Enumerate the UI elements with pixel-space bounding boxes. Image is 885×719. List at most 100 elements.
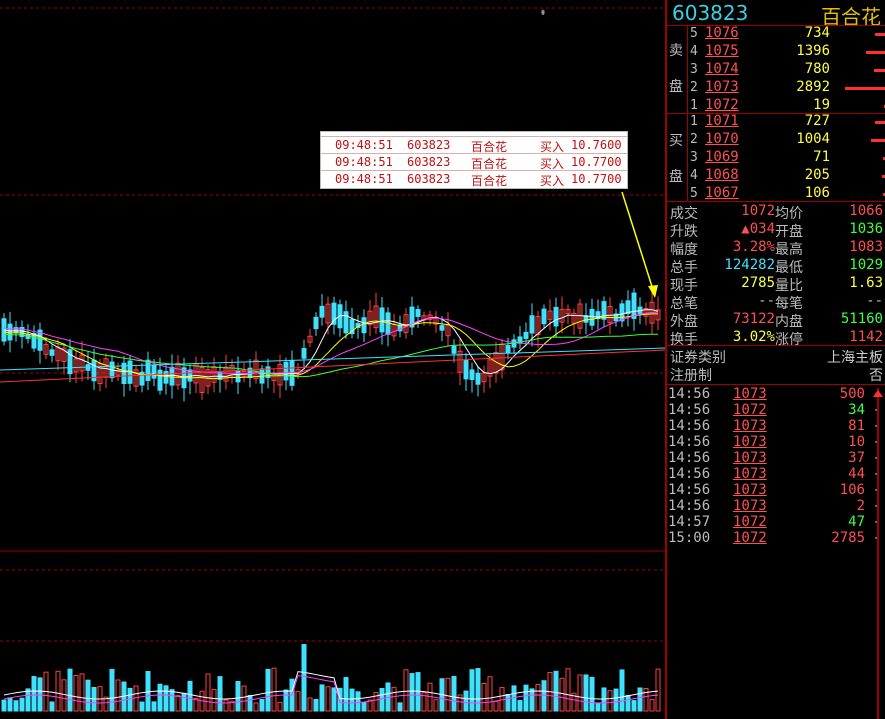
volume-bar [415,672,421,712]
quote-row: 升跌 ▲034 开盘 1036 [667,221,885,240]
level-index: 4 [690,44,698,59]
candle-body [133,369,139,387]
volume-bar [589,676,595,712]
quote-label: 最高 [775,242,803,258]
volume-bar [1,699,7,712]
tick-price: 1072 [733,530,767,546]
volume-bar [475,668,481,712]
divider [687,114,688,201]
buy-level-row[interactable]: 2 1070 1004 [667,131,885,149]
level-volume: 106 [804,185,830,201]
level-price[interactable]: 1076 [705,25,739,41]
level-index: 5 [690,26,698,41]
annotation-arrow [621,191,656,297]
volume-bar [271,667,277,712]
volume-bar [565,668,571,712]
tick-volume: 37 [848,450,865,466]
trade-code: 603823 [407,138,451,152]
level-volume: 1396 [796,43,830,59]
level-price[interactable]: 1073 [705,79,739,95]
level-index: 2 [690,80,698,95]
volume-bar [559,677,565,712]
volume-bar [301,644,307,712]
candle-body [265,366,271,379]
candle-body [349,319,355,335]
level-price[interactable]: 1075 [705,43,739,59]
level-volume: 727 [804,113,830,129]
trade-record-row[interactable]: 09:48:51 603823 百合花 买入 10.7700 [321,153,627,171]
sell-level-row[interactable]: 1 1072 19 [667,97,885,115]
info-label: 证券类别 [670,350,726,366]
level-price[interactable]: 1071 [705,113,739,129]
kline-chart-area[interactable]: ⇟ [0,0,665,719]
volume-bar [67,668,73,712]
candle-body [319,305,325,318]
tick-volume: 500 [839,386,865,402]
level-index: 5 [690,186,698,201]
level-price[interactable]: 1074 [705,61,739,77]
candle-body [505,344,511,354]
volume-bar [205,673,211,712]
volume-bar [481,682,487,712]
buy-level-row[interactable]: 5 1067 106 [667,185,885,203]
volume-bar [553,670,559,712]
tick-row: 14:56 1073 37 - [667,450,885,466]
tick-flag: - [873,402,881,418]
buy-label-2: 盘 [669,169,683,185]
scroll-up-icon[interactable] [873,390,883,397]
volume-bar [649,699,655,712]
quote-label: 总手 [670,260,698,276]
level-volume: 734 [804,25,830,41]
volume-bar [187,680,193,712]
candle-body [463,359,469,380]
quote-label: 升跌 [670,224,698,240]
tick-price: 1073 [733,418,767,434]
volume-bar [535,683,541,712]
candle-body [523,331,529,339]
buy-level-row[interactable]: 4 1068 205 [667,167,885,185]
volume-bar [343,677,349,712]
quote-label: 幅度 [670,242,698,258]
tick-volume: 34 [848,402,865,418]
tick-price: 1073 [733,498,767,514]
sell-level-row[interactable]: 2 1073 2892 [667,79,885,97]
candle-body [157,369,163,391]
candlestick-chart[interactable]: ⇟ [0,0,665,719]
level-price[interactable]: 1068 [705,167,739,183]
sell-level-row[interactable]: 3 1074 780 [667,61,885,79]
level-price[interactable]: 1070 [705,131,739,147]
volume-bar [523,684,529,712]
volume-bar [445,677,451,712]
sell-level-row[interactable]: 5 1076 734 [667,25,885,43]
level-price[interactable]: 1072 [705,97,739,113]
candle-body [175,362,181,386]
quote-label: 外盘 [670,314,698,330]
sell-level-row[interactable]: 4 1075 1396 [667,43,885,61]
candle-body [325,303,331,324]
level-price[interactable]: 1069 [705,149,739,165]
ma60-line [3,333,659,378]
buy-level-row[interactable]: 3 1069 71 [667,149,885,167]
buy-level-row[interactable]: 1 1071 727 [667,113,885,131]
tick-time: 14:56 [668,482,711,498]
volume-bar [49,701,55,712]
volume-bar [193,697,199,712]
tick-scrollbar[interactable] [873,388,883,719]
volume-ma-line [3,675,659,704]
candle-body [151,364,157,379]
volume-bar [229,700,235,712]
trade-record-row[interactable]: 09:48:51 603823 百合花 买入 10.7700 [321,170,627,188]
volume-bar [115,679,121,712]
trade-record-row[interactable]: 09:48:51 603823 百合花 买入 10.7600 [321,136,627,154]
volume-bar [871,139,885,142]
candle-body [115,369,121,376]
tick-time: 14:56 [668,418,711,434]
tick-row: 15:00 1072 2785 - [667,530,885,546]
quote-row: 成交 1072 均价 1066 [667,203,885,222]
level-price[interactable]: 1067 [705,185,739,201]
volume-bar [7,697,13,712]
level-volume: 19 [813,97,830,113]
tick-flag: - [873,498,881,514]
candle-body [373,305,379,329]
volume-bar [875,121,885,124]
